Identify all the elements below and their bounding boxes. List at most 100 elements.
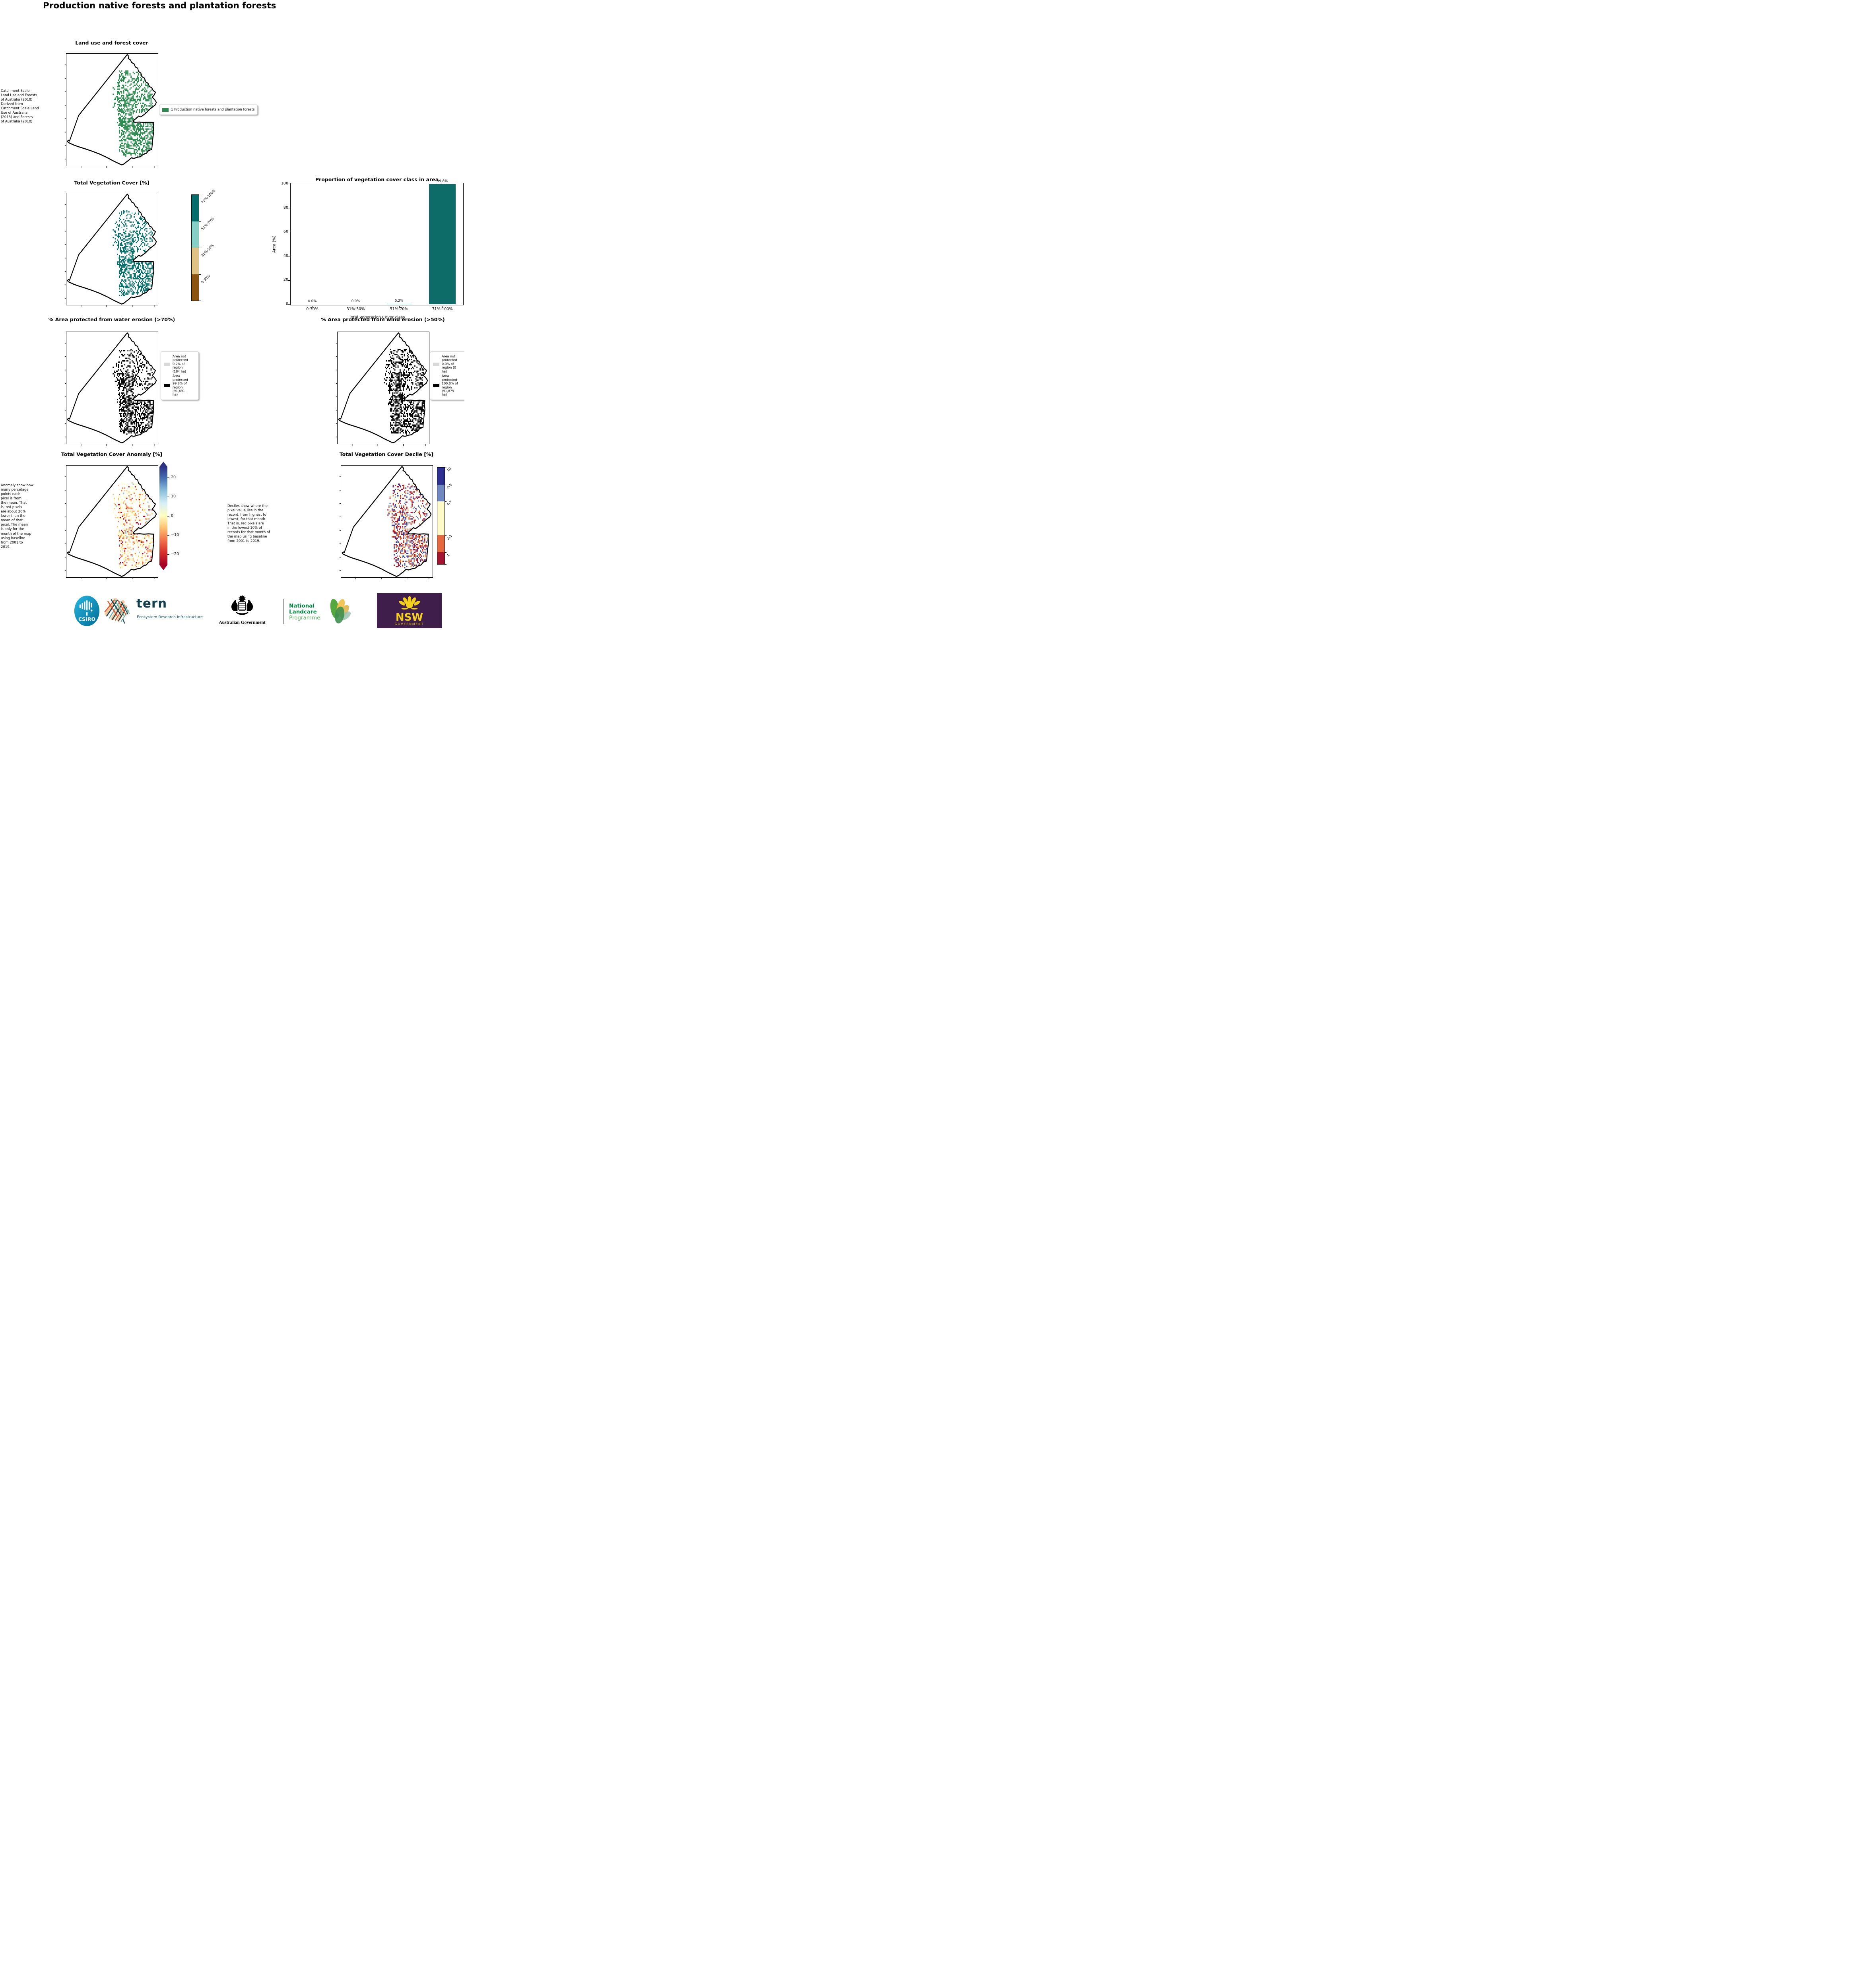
map-pixel <box>148 149 149 151</box>
map-pixel <box>119 116 120 118</box>
map-pixel <box>142 425 144 427</box>
map-pixel <box>139 258 140 260</box>
map-pixel <box>132 238 134 240</box>
map-pixel <box>119 93 120 95</box>
map-pixel <box>140 86 141 87</box>
map-pixel <box>125 155 126 157</box>
map-pixel <box>411 379 412 381</box>
map-pixel <box>134 106 136 108</box>
map-pixel <box>149 405 151 407</box>
map-pixel <box>131 234 133 236</box>
map-pixel <box>145 241 147 242</box>
map-pixel <box>132 370 134 372</box>
map-pixel <box>391 396 392 398</box>
map-pixel <box>147 377 149 379</box>
map-pixel <box>126 89 128 91</box>
map-pixel <box>397 404 399 406</box>
map-pixel <box>400 370 401 372</box>
map-pixel <box>120 144 121 146</box>
map-pixel <box>134 130 135 131</box>
map-pixel <box>397 422 399 423</box>
map-pixel <box>127 377 129 379</box>
map-pixel <box>126 127 128 129</box>
map-pixel <box>134 131 136 132</box>
map-pixel <box>145 99 147 100</box>
map-pixel <box>130 118 132 120</box>
map-pixel <box>125 279 126 281</box>
map-pixel <box>138 148 139 149</box>
map-pixel <box>396 388 398 390</box>
map-pixel <box>143 367 144 368</box>
map-pixel <box>120 369 121 371</box>
map-pixel <box>147 406 149 408</box>
map-pixel <box>415 378 417 380</box>
map-pixel <box>134 91 136 93</box>
map-pixel <box>131 268 133 269</box>
map-pixel <box>126 422 128 423</box>
map-pixel <box>137 375 138 377</box>
map-pixel <box>397 431 399 433</box>
map-pixel <box>145 91 147 93</box>
map-pixel <box>149 412 151 413</box>
map-pixel <box>131 238 133 240</box>
map-pixel <box>132 372 134 373</box>
map-pixel <box>129 367 131 368</box>
map-pixel <box>136 277 137 278</box>
map-pixel <box>143 123 144 125</box>
map-pixel <box>409 396 410 398</box>
map-pixel <box>122 95 123 97</box>
map-pixel <box>419 408 421 409</box>
map-pixel <box>421 429 423 431</box>
map-pixel <box>118 84 119 86</box>
map-pixel <box>145 73 147 74</box>
map-pixel <box>127 365 129 367</box>
map-pixel <box>126 255 128 256</box>
map-pixel <box>127 277 129 278</box>
map-pixel <box>391 373 392 375</box>
map-pixel <box>397 432 399 434</box>
map-pixel <box>411 401 412 403</box>
map-pixel <box>137 291 138 292</box>
map-pixel <box>118 394 119 395</box>
map-pixel <box>123 266 124 268</box>
map-pixel <box>121 289 122 291</box>
map-pixel <box>395 381 397 382</box>
map-pixel <box>125 378 126 380</box>
map-pixel <box>420 365 422 367</box>
map-pixel <box>130 412 132 413</box>
map-pixel <box>131 383 133 385</box>
map-pixel <box>124 100 126 101</box>
map-pixel <box>128 432 130 434</box>
map-pixel <box>126 144 128 146</box>
map-pixel <box>127 109 129 111</box>
map-pixel <box>122 378 123 380</box>
x-tick-label: 31%-50% <box>346 307 365 311</box>
map-pixel <box>146 109 148 111</box>
map-pixel <box>390 409 391 411</box>
map-pixel <box>136 242 137 244</box>
map-pixel <box>127 243 129 245</box>
map-pixel <box>126 408 128 409</box>
map-pixel <box>400 394 402 395</box>
map-pixel <box>132 119 134 121</box>
map-pixel <box>123 81 124 82</box>
map-pixel <box>124 266 126 268</box>
map-pixel <box>151 233 153 235</box>
map-pixel <box>151 383 153 385</box>
map-pixel <box>134 81 135 82</box>
map-pixel <box>123 414 124 416</box>
map-pixel <box>125 223 126 224</box>
map-pixel <box>123 77 124 78</box>
map-pixel <box>125 127 126 129</box>
map-pixel <box>118 367 119 368</box>
map-pixel <box>136 131 137 132</box>
map-pixel <box>129 289 131 291</box>
map-pixel <box>148 383 149 385</box>
map-pixel <box>119 270 120 272</box>
map-pixel <box>125 239 126 241</box>
map-pixel <box>389 388 390 390</box>
map-pixel <box>124 382 126 384</box>
map-pixel <box>147 109 149 111</box>
map-pixel <box>118 257 119 259</box>
map-pixel <box>122 119 123 121</box>
